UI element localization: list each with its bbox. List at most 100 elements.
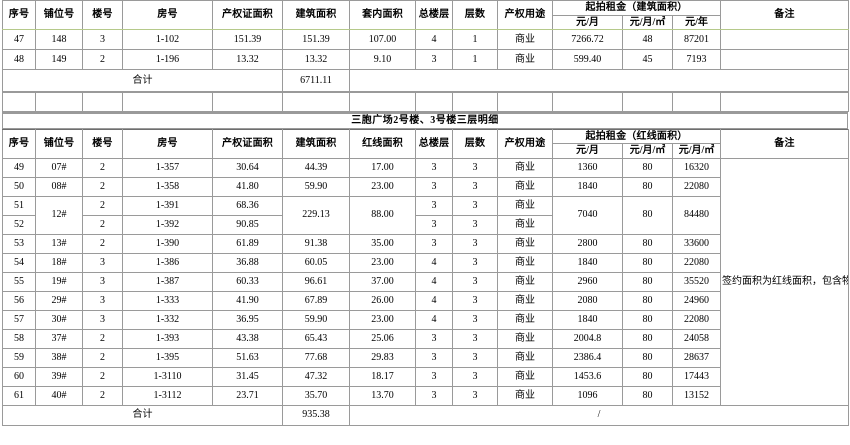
table2-total-row[interactable]: 合计 935.38 / xyxy=(2,404,849,426)
cell-rent-month-sqm: 80 xyxy=(622,252,673,273)
cell-red-line-area: 13.70 xyxy=(349,385,416,406)
cell-seq: 59 xyxy=(2,347,36,368)
cell-total-floors: 3 xyxy=(415,157,453,178)
cell-floor-count: 3 xyxy=(452,328,498,349)
cell-total-floors: 3 xyxy=(415,49,453,70)
cell-rent-month: 1840 xyxy=(552,252,623,273)
blank-row[interactable] xyxy=(2,92,849,112)
cell-rent-month-sqm: 80 xyxy=(622,347,673,368)
blank-cell[interactable] xyxy=(349,92,416,112)
cell-rent-year: 35520 xyxy=(672,271,721,292)
cell-room-no: 1-387 xyxy=(122,271,213,292)
cell-usage: 商业 xyxy=(497,214,553,235)
cell-shop-no: 12# xyxy=(35,195,83,235)
cell-build-area: 35.70 xyxy=(282,385,350,406)
cell-inner-area: 9.10 xyxy=(349,49,416,70)
cell-title-area: 51.63 xyxy=(212,347,283,368)
cell-shop-no: 40# xyxy=(35,385,83,406)
cell-rent-month-sqm: 80 xyxy=(622,233,673,254)
cell-rent-month-sqm: 80 xyxy=(622,195,673,235)
cell-seq: 60 xyxy=(2,366,36,387)
cell-rent-year: 24960 xyxy=(672,290,721,311)
blank-cell[interactable] xyxy=(82,92,123,112)
cell-usage: 商业 xyxy=(497,29,553,50)
cell-title-area: 13.32 xyxy=(212,49,283,70)
cell-room-no: 1-357 xyxy=(122,157,213,178)
cell-shop-no: 07# xyxy=(35,157,83,178)
cell-total-floors: 3 xyxy=(415,214,453,235)
cell-title-area: 68.36 xyxy=(212,195,283,216)
cell-usage: 商业 xyxy=(497,347,553,368)
cell-usage: 商业 xyxy=(497,290,553,311)
cell-rent-year: 24058 xyxy=(672,328,721,349)
blank-cell[interactable] xyxy=(552,92,623,112)
cell-total-floors: 3 xyxy=(415,328,453,349)
blank-cell[interactable] xyxy=(452,92,498,112)
cell-building-no: 3 xyxy=(82,252,123,273)
th-remark: 备注 xyxy=(720,128,849,159)
blank-cell[interactable] xyxy=(282,92,350,112)
cell-building-no: 2 xyxy=(82,195,123,216)
cell-red-line-area: 29.83 xyxy=(349,347,416,368)
cell-building-no: 2 xyxy=(82,49,123,70)
blank-cell[interactable] xyxy=(122,92,213,112)
cell-total-floors: 4 xyxy=(415,309,453,330)
table-row[interactable]: 53 13# 2 1-390 61.89 91.38 35.00 3 3 商业 … xyxy=(2,233,849,254)
cell-building-no: 2 xyxy=(82,366,123,387)
cell-shop-no: 149 xyxy=(35,49,83,70)
cell-building-no: 2 xyxy=(82,328,123,349)
blank-cell[interactable] xyxy=(212,92,283,112)
cell-floor-count: 3 xyxy=(452,385,498,406)
cell-build-area: 65.43 xyxy=(282,328,350,349)
cell-build-area: 59.90 xyxy=(282,309,350,330)
blank-cell[interactable] xyxy=(415,92,453,112)
cell-build-area: 60.05 xyxy=(282,252,350,273)
cell-shop-no: 37# xyxy=(35,328,83,349)
cell-rent-month: 7266.72 xyxy=(552,29,623,50)
cell-usage: 商业 xyxy=(497,195,553,216)
table-row[interactable]: 48 149 2 1-196 13.32 13.32 9.10 3 1 商业 5… xyxy=(2,49,849,70)
cell-floor-count: 3 xyxy=(452,309,498,330)
blank-cell[interactable] xyxy=(2,92,36,112)
cell-build-area: 96.61 xyxy=(282,271,350,292)
cell-shop-no: 08# xyxy=(35,176,83,197)
cell-seq: 54 xyxy=(2,252,36,273)
cell-room-no: 1-395 xyxy=(122,347,213,368)
cell-red-line-area: 37.00 xyxy=(349,271,416,292)
cell-title-area: 41.80 xyxy=(212,176,283,197)
cell-usage: 商业 xyxy=(497,328,553,349)
table-row[interactable]: 56 29# 3 1-333 41.90 67.89 26.00 4 3 商业 … xyxy=(2,290,849,311)
cell-total-floors: 3 xyxy=(415,385,453,406)
cell-seq: 61 xyxy=(2,385,36,406)
blank-cell[interactable] xyxy=(35,92,83,112)
cell-rent-month: 1453.6 xyxy=(552,366,623,387)
cell-shop-no: 38# xyxy=(35,347,83,368)
blank-cell[interactable] xyxy=(497,92,553,112)
cell-rent-month-sqm: 80 xyxy=(622,309,673,330)
table-row[interactable]: 54 18# 3 1-386 36.88 60.05 23.00 4 3 商业 … xyxy=(2,252,849,273)
cell-floor-count: 3 xyxy=(452,176,498,197)
cell-floor-count: 3 xyxy=(452,271,498,292)
total-label: 合计 xyxy=(2,404,283,426)
table-row[interactable]: 60 39# 2 1-3110 31.45 47.32 18.17 3 3 商业… xyxy=(2,366,849,387)
cell-rent-month: 1360 xyxy=(552,157,623,178)
table-row[interactable]: 47 148 3 1-102 151.39 151.39 107.00 4 1 … xyxy=(2,29,849,50)
th-build-area: 建筑面积 xyxy=(282,128,350,159)
cell-red-line-area: 18.17 xyxy=(349,366,416,387)
blank-cell[interactable] xyxy=(672,92,721,112)
cell-total-floors: 4 xyxy=(415,29,453,50)
blank-cell[interactable] xyxy=(720,92,849,112)
cell-rent-year: 7193 xyxy=(672,49,721,70)
cell-usage: 商业 xyxy=(497,366,553,387)
cell-remark xyxy=(720,49,849,70)
cell-seq: 48 xyxy=(2,49,36,70)
table-row[interactable]: 49 07# 2 1-357 30.64 44.39 17.00 3 3 商业 … xyxy=(2,157,849,406)
table-row[interactable]: 51 12# 2 1-391 68.36 229.13 88.00 3 3 商业… xyxy=(2,195,849,235)
cell-build-area: 13.32 xyxy=(282,49,350,70)
blank-cell[interactable] xyxy=(622,92,673,112)
table-row[interactable]: 58 37# 2 1-393 43.38 65.43 25.06 3 3 商业 … xyxy=(2,328,849,349)
cell-red-line-area: 23.00 xyxy=(349,176,416,197)
th-room-no: 房号 xyxy=(122,128,213,159)
table1-total-row[interactable]: 合计 6711.11 xyxy=(2,69,849,92)
total-build-area: 935.38 xyxy=(282,404,350,426)
